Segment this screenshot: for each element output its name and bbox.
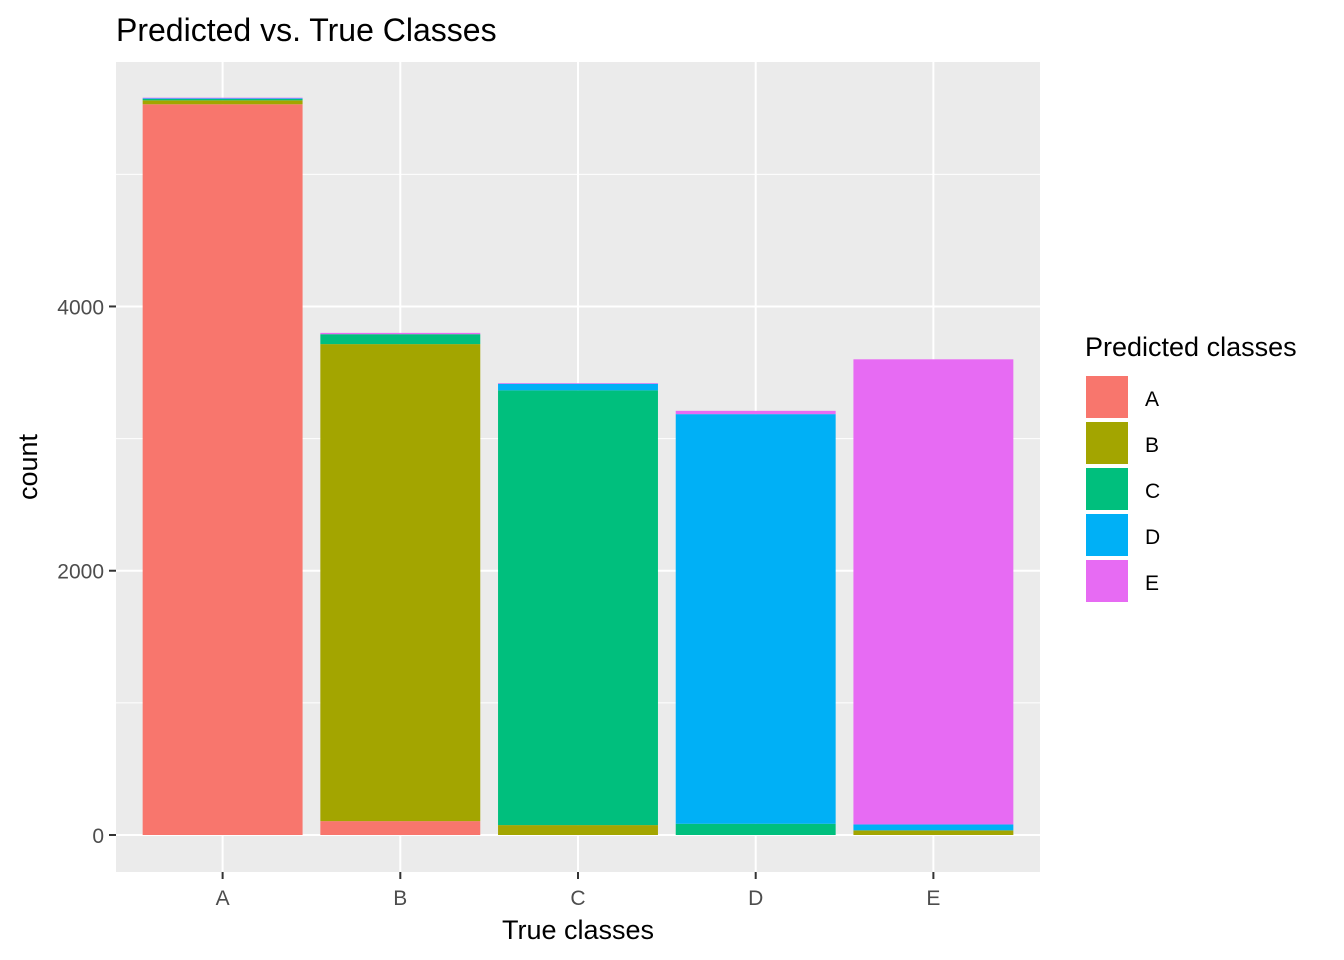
x-tick-label-D: D [748, 887, 763, 910]
bar-E-predicted-D [853, 824, 1014, 831]
x-tick-label-B: B [393, 887, 407, 910]
legend-label-E: E [1145, 572, 1159, 595]
y-axis: 0 2000 4000 [57, 296, 116, 848]
x-axis-title: True classes [502, 915, 654, 945]
legend-key-E [1086, 560, 1128, 602]
legend-title: Predicted classes [1085, 332, 1297, 362]
bar-C-predicted-C [498, 390, 658, 826]
bar-A-predicted-A [142, 104, 303, 836]
legend-label-A: A [1145, 388, 1159, 411]
bars [142, 97, 1014, 836]
legend-label-B: B [1145, 434, 1159, 457]
x-tick-label-A: A [216, 887, 230, 910]
bar-C-predicted-D [498, 383, 658, 391]
x-tick-label-C: C [570, 887, 585, 910]
x-axis: A B C D E [216, 872, 940, 910]
bar-B-predicted-E [320, 332, 481, 335]
y-tick-label: 0 [92, 825, 104, 848]
bar-A-predicted-B [142, 100, 303, 105]
legend-label-C: C [1145, 480, 1160, 503]
bar-A-predicted-D [142, 98, 303, 99]
bar-E-predicted-E [853, 359, 1014, 825]
legend-key-B [1086, 422, 1128, 464]
legend-label-D: D [1145, 526, 1160, 549]
chart-title: Predicted vs. True Classes [116, 12, 497, 48]
bar-B-predicted-B [320, 344, 481, 822]
legend-key-D [1086, 514, 1128, 556]
bar-D-predicted-E [675, 410, 836, 415]
bar-C-predicted-E [498, 383, 658, 384]
legend-key-C [1086, 468, 1128, 510]
y-axis-title: count [13, 433, 43, 500]
bar-A-predicted-E [142, 97, 303, 99]
bar-D-predicted-D [675, 414, 836, 824]
bar-B-predicted-A [320, 821, 481, 836]
bar-B-predicted-C [320, 334, 481, 345]
y-tick-label: 4000 [57, 296, 104, 319]
bar-D-predicted-C [675, 823, 836, 836]
legend-key-A [1086, 376, 1128, 418]
bar-A-predicted-C [142, 98, 303, 101]
bar-C-predicted-B [498, 825, 658, 836]
x-tick-label-E: E [926, 887, 940, 910]
y-tick-label: 2000 [57, 561, 104, 584]
bar-E-predicted-B [853, 830, 1014, 836]
